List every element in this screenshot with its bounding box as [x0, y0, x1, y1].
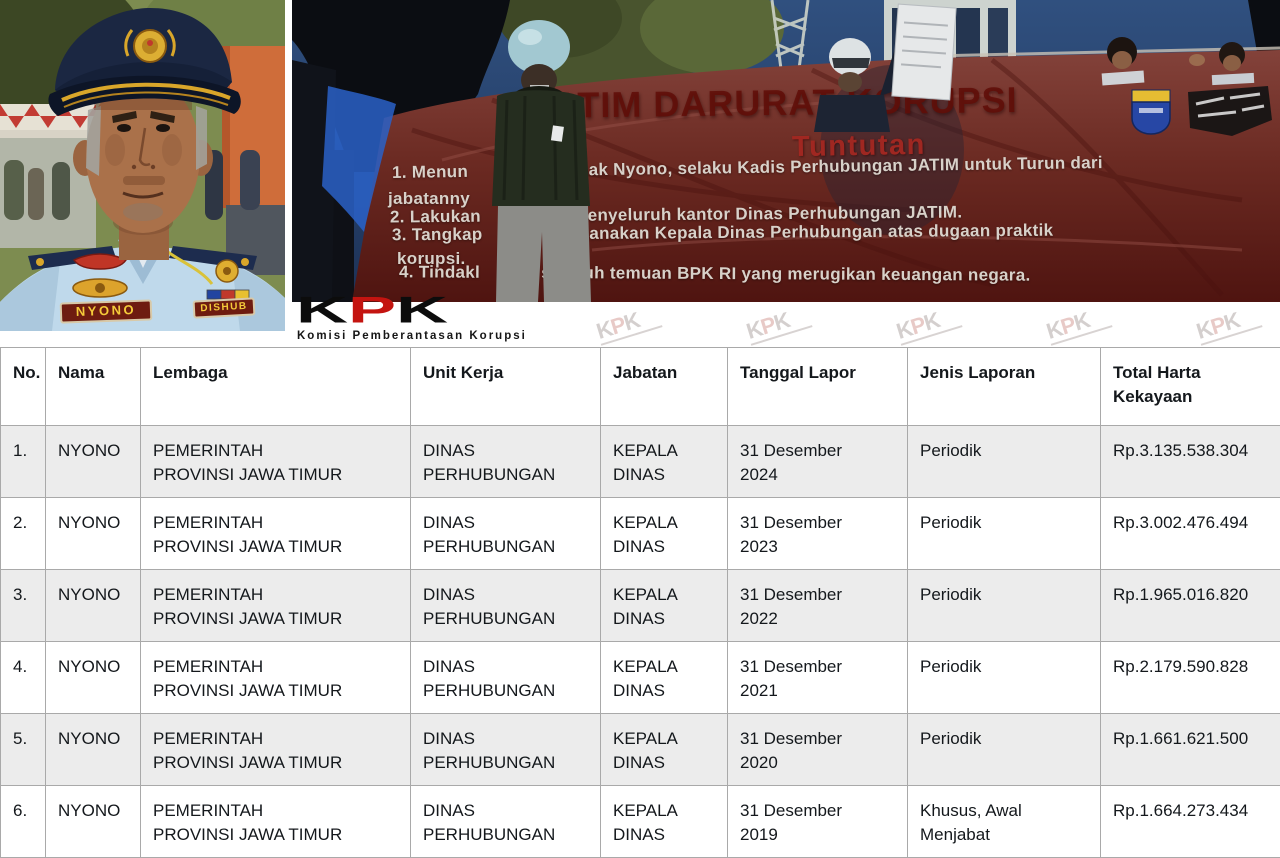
- column-header: Total Harta Kekayaan: [1100, 347, 1280, 426]
- banner-emblem-black: [1188, 86, 1272, 136]
- table-cell: Periodik: [907, 713, 1101, 786]
- table-cell: Rp.3.135.538.304: [1100, 425, 1280, 498]
- kpk-watermark: KPK: [743, 302, 813, 346]
- table-row: 4. NYONO PEMERINTAH PROVINSI JAWA TIMUR DIN…: [0, 641, 1280, 714]
- table-cell: NYONO: [45, 641, 141, 714]
- table-cell: KEPALA DINAS: [600, 641, 728, 714]
- table-cell: NYONO: [45, 785, 141, 858]
- column-header: No.: [0, 347, 46, 426]
- table-cell: 31 Desember 2022: [727, 569, 908, 642]
- column-header: Tanggal Lapor: [727, 347, 908, 426]
- table-cell: Rp.1.661.621.500: [1100, 713, 1280, 786]
- table-cell: 6.: [0, 785, 46, 858]
- table-cell: PEMERINTAH PROVINSI JAWA TIMUR: [140, 785, 411, 858]
- table-cell: 31 Desember 2023: [727, 497, 908, 570]
- kpk-logo-letters: KPK: [296, 292, 731, 329]
- banner-emblem-shield: [1131, 89, 1171, 135]
- protest-photo: JATIM DARURAT KORUPSI Tuntutan 1. Menun …: [292, 0, 1280, 302]
- kpk-letter: P: [348, 289, 397, 331]
- banner-text-layer: JATIM DARURAT KORUPSI Tuntutan 1. Menun …: [292, 0, 1280, 302]
- lhkpn-table: No. Nama Lembaga Unit Kerja Jabatan Tanggal L…: [0, 347, 1280, 858]
- table-cell: Rp.2.179.590.828: [1100, 641, 1280, 714]
- table-row: 1. NYONO PEMERINTAH PROVINSI JAWA TIMUR DIN…: [0, 425, 1280, 498]
- table-cell: DINAS PERHUBUNGAN: [410, 425, 601, 498]
- table-cell: KEPALA DINAS: [600, 497, 728, 570]
- table-cell: 31 Desember 2021: [727, 641, 908, 714]
- table-cell: Periodik: [907, 425, 1101, 498]
- table-cell: KEPALA DINAS: [600, 569, 728, 642]
- table-cell: 4.: [0, 641, 46, 714]
- table-header-row: No. Nama Lembaga Unit Kerja Jabatan Tanggal L…: [0, 347, 1280, 426]
- table-cell: KEPALA DINAS: [600, 785, 728, 858]
- column-header: Unit Kerja: [410, 347, 601, 426]
- column-header: Nama: [45, 347, 141, 426]
- table-cell: 5.: [0, 713, 46, 786]
- table-cell: Rp.1.965.016.820: [1100, 569, 1280, 642]
- table-cell: DINAS PERHUBUNGAN: [410, 713, 601, 786]
- kpk-logo-tagline: Komisi Pemberantasan Korupsi: [297, 330, 527, 342]
- kpk-watermark: KPK: [1193, 302, 1263, 346]
- table-cell: 31 Desember 2019: [727, 785, 908, 858]
- agency-badge: DISHUB: [192, 297, 256, 319]
- table-cell: Periodik: [907, 569, 1101, 642]
- table-cell: NYONO: [45, 713, 141, 786]
- table-cell: NYONO: [45, 569, 141, 642]
- table-cell: 31 Desember 2024: [727, 425, 908, 498]
- table-row: 5. NYONO PEMERINTAH PROVINSI JAWA TIMUR DIN…: [0, 713, 1280, 786]
- table-cell: KEPALA DINAS: [600, 425, 728, 498]
- table-cell: DINAS PERHUBUNGAN: [410, 569, 601, 642]
- table-cell: DINAS PERHUBUNGAN: [410, 641, 601, 714]
- column-header: Jenis Laporan: [907, 347, 1101, 426]
- portrait-scene: [0, 0, 285, 331]
- table-cell: PEMERINTAH PROVINSI JAWA TIMUR: [140, 497, 411, 570]
- kpk-watermark: KPK: [1043, 302, 1113, 346]
- table-row: 2. NYONO PEMERINTAH PROVINSI JAWA TIMUR DIN…: [0, 497, 1280, 570]
- table-cell: PEMERINTAH PROVINSI JAWA TIMUR: [140, 641, 411, 714]
- protest-foreground: [292, 3, 1272, 302]
- table-body: 1. NYONO PEMERINTAH PROVINSI JAWA TIMUR DIN…: [0, 425, 1280, 858]
- table-header: No. Nama Lembaga Unit Kerja Jabatan Tanggal L…: [0, 347, 1280, 426]
- table-cell: NYONO: [45, 425, 141, 498]
- table-cell: PEMERINTAH PROVINSI JAWA TIMUR: [140, 425, 411, 498]
- table-cell: Rp.1.664.273.434: [1100, 785, 1280, 858]
- kpk-letter: K: [396, 289, 449, 331]
- banner-demand-line: korupsi.: [397, 249, 466, 268]
- table-cell: 2.: [0, 497, 46, 570]
- table-row: 6. NYONO PEMERINTAH PROVINSI JAWA TIMUR DIN…: [0, 785, 1280, 858]
- column-header: Lembaga: [140, 347, 411, 426]
- kpk-letter: K: [296, 289, 349, 331]
- table-cell: Rp.3.002.476.494: [1100, 497, 1280, 570]
- kpk-watermark: KPK: [893, 302, 963, 346]
- table-cell: NYONO: [45, 497, 141, 570]
- table-cell: Periodik: [907, 641, 1101, 714]
- banner-demand-line: jabatanny: [388, 189, 471, 208]
- table-cell: Periodik: [907, 497, 1101, 570]
- table-cell: Khusus, Awal Menjabat: [907, 785, 1101, 858]
- table-cell: PEMERINTAH PROVINSI JAWA TIMUR: [140, 713, 411, 786]
- portrait-photo: NYONO DISHUB: [0, 0, 285, 331]
- table-cell: PEMERINTAH PROVINSI JAWA TIMUR: [140, 569, 411, 642]
- table-row: 3. NYONO PEMERINTAH PROVINSI JAWA TIMUR DIN…: [0, 569, 1280, 642]
- table-cell: DINAS PERHUBUNGAN: [410, 785, 601, 858]
- column-header: Jabatan: [600, 347, 728, 426]
- table-cell: 31 Desember 2020: [727, 713, 908, 786]
- table-cell: 1.: [0, 425, 46, 498]
- name-badge: NYONO: [59, 299, 153, 324]
- table-cell: KEPALA DINAS: [600, 713, 728, 786]
- kpk-logo: KPK Komisi Pemberantasan Korupsi: [296, 292, 586, 347]
- table-cell: 3.: [0, 569, 46, 642]
- table-cell: DINAS PERHUBUNGAN: [410, 497, 601, 570]
